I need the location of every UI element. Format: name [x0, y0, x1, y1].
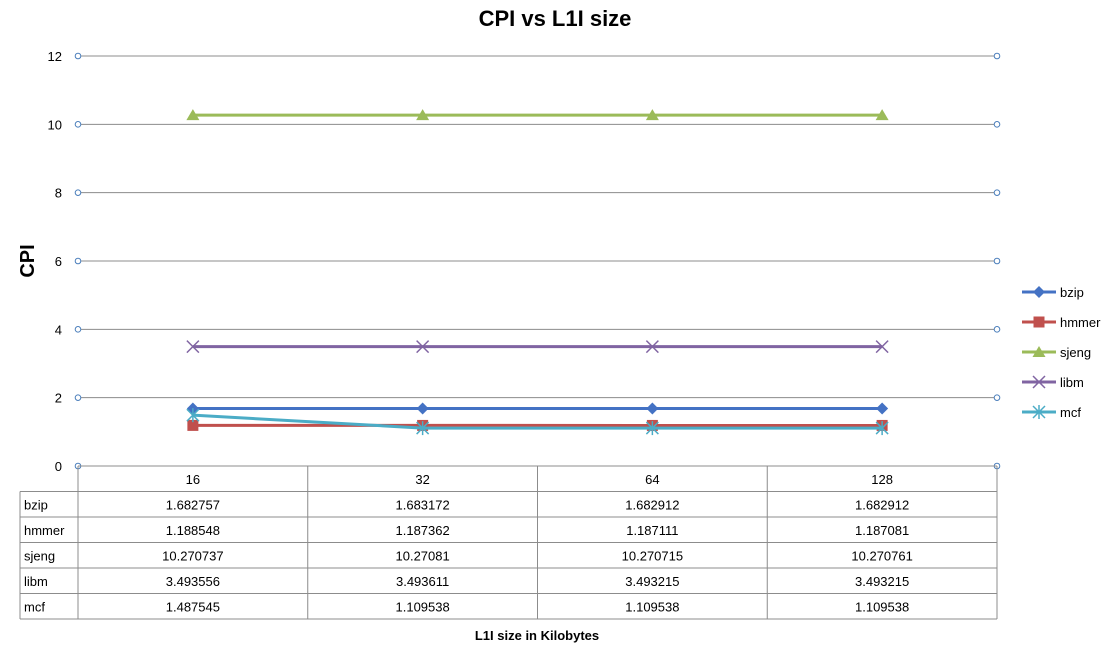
- data-point-marker: [645, 109, 659, 121]
- legend-label: libm: [1060, 375, 1084, 390]
- table-cell: 1.682912: [625, 497, 679, 512]
- y-axis-label: CPI: [17, 244, 39, 277]
- table-cell: 1.109538: [625, 599, 679, 614]
- data-point-marker: [416, 421, 430, 436]
- series-lines: [186, 109, 889, 436]
- table-cell: 3.493215: [625, 574, 679, 589]
- table-cell: 10.270737: [162, 548, 223, 563]
- table-cell: 10.270715: [622, 548, 683, 563]
- table-cell: 1.109538: [396, 599, 450, 614]
- table-row-label: mcf: [24, 599, 45, 614]
- legend-label: hmmer: [1060, 315, 1101, 330]
- series-line: [192, 413, 883, 430]
- gridline-end-marker: [993, 121, 1001, 128]
- table-cell: 1.109538: [855, 599, 909, 614]
- data-point-marker: [186, 340, 200, 354]
- y-axis-ticks: 0 2 4 6 8 10 12: [48, 49, 62, 474]
- series-bzip: [186, 402, 889, 415]
- data-point-marker: [416, 340, 430, 354]
- data-point-marker: [875, 109, 889, 121]
- series-mcf: [186, 408, 889, 436]
- table-cell: 3.493611: [396, 574, 449, 589]
- legend-item-mcf: mcf: [1022, 405, 1081, 420]
- table-cell: 1.682757: [166, 497, 220, 512]
- data-point-marker: [1032, 375, 1046, 389]
- table-cell: 1.187081: [855, 523, 909, 538]
- series-libm: [186, 340, 889, 354]
- data-point-marker: [646, 402, 659, 415]
- legend: bzip hmmer sjeng libm mcf: [1022, 285, 1101, 420]
- gridline-end-marker: [74, 257, 82, 265]
- legend-label: sjeng: [1060, 345, 1091, 360]
- table-cell: 1.188548: [166, 523, 220, 538]
- gridline-end-marker: [993, 326, 1001, 333]
- table-row-label: libm: [24, 574, 48, 589]
- x-tick-label: 128: [871, 472, 893, 487]
- table-row-label: sjeng: [24, 548, 55, 563]
- table-cell: 1.187111: [626, 523, 678, 538]
- y-tick-label: 6: [55, 254, 62, 269]
- table-cell: 3.493215: [855, 574, 909, 589]
- gridline-end-marker: [993, 257, 1001, 265]
- data-point-marker: [645, 340, 659, 354]
- x-tick-label: 64: [645, 472, 659, 487]
- data-point-marker: [416, 109, 430, 121]
- data-point-marker: [1033, 286, 1045, 298]
- table-cell: 10.270761: [851, 548, 912, 563]
- data-point-marker: [186, 109, 200, 121]
- data-point-marker: [1033, 316, 1045, 328]
- table-cell: 1.487545: [166, 599, 220, 614]
- legend-item-libm: libm: [1022, 375, 1084, 390]
- legend-item-bzip: bzip: [1022, 285, 1084, 300]
- y-tick-label: 0: [55, 459, 62, 474]
- legend-label: mcf: [1060, 405, 1081, 420]
- y-tick-label: 12: [48, 49, 62, 64]
- x-tick-label: 32: [415, 472, 429, 487]
- legend-item-sjeng: sjeng: [1022, 345, 1091, 360]
- gridline-end-marker: [993, 394, 1001, 401]
- data-point-marker: [416, 402, 429, 415]
- gridline-end-marker: [74, 394, 82, 401]
- table-cell: 1.187362: [396, 523, 450, 538]
- data-point-marker: [1032, 405, 1046, 419]
- data-point-marker: [186, 408, 200, 423]
- y-tick-label: 4: [55, 322, 62, 337]
- data-table: 16 32 64 128 bzip 1.682757 1.683172 1.682912 1.6…: [19, 465, 998, 620]
- chart-title: CPI vs L1I size: [479, 6, 632, 31]
- gridline-end-marker: [74, 121, 82, 128]
- data-point-marker: [876, 402, 889, 415]
- y-tick-label: 10: [48, 117, 62, 132]
- gridline-end-marker: [74, 326, 82, 333]
- y-tick-label: 2: [55, 391, 62, 406]
- y-tick-label: 8: [55, 186, 62, 201]
- table-cell: 3.493556: [166, 574, 220, 589]
- table-row-label: bzip: [24, 497, 48, 512]
- data-point-marker: [1032, 346, 1046, 357]
- legend-item-hmmer: hmmer: [1022, 315, 1101, 330]
- data-point-marker: [187, 419, 199, 431]
- table-cell: 1.682912: [855, 497, 909, 512]
- table-row-label: hmmer: [24, 523, 65, 538]
- x-axis-label: L1I size in Kilobytes: [475, 628, 599, 643]
- gridlines: [74, 52, 1001, 470]
- gridline-end-marker: [993, 52, 1001, 60]
- table-cell: 1.683172: [396, 497, 450, 512]
- gridline-end-marker: [993, 189, 1001, 196]
- gridline-end-marker: [74, 52, 82, 60]
- table-cell: 10.27081: [396, 548, 450, 563]
- data-point-marker: [645, 421, 659, 436]
- x-tick-label: 16: [186, 472, 200, 487]
- legend-label: bzip: [1060, 285, 1084, 300]
- data-point-marker: [875, 340, 889, 354]
- series-sjeng: [186, 109, 889, 121]
- data-point-marker: [875, 421, 889, 436]
- gridline-end-marker: [74, 189, 82, 196]
